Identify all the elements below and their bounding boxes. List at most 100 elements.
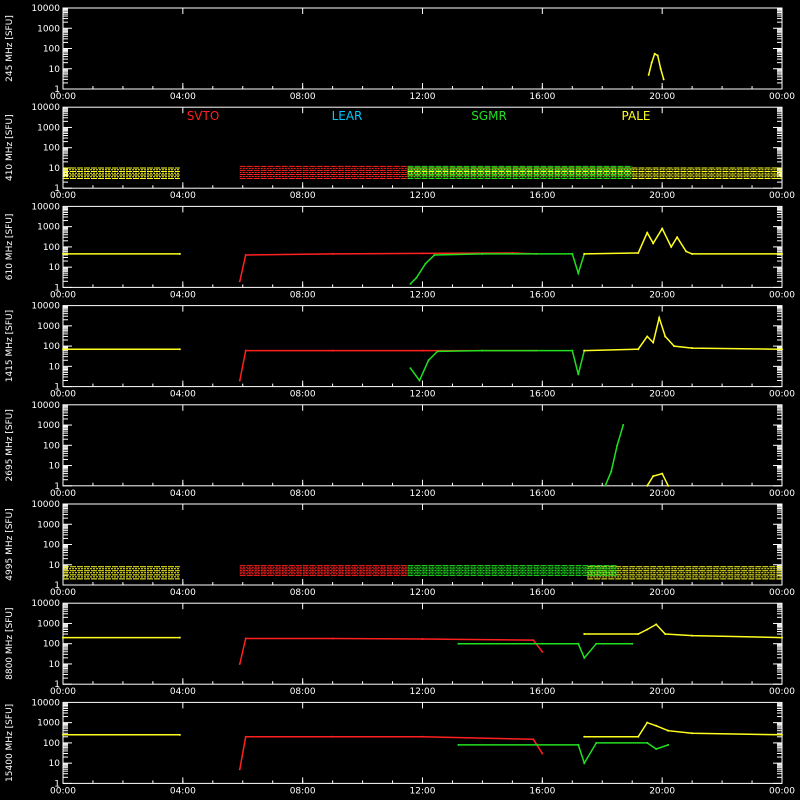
x-tick-label: 00:00: [50, 588, 76, 598]
y-tick-label: 1: [54, 85, 60, 95]
data-point-sgmr: [409, 282, 412, 285]
y-axis-label: 245 MHz [SFU]: [5, 15, 15, 82]
data-point-sgmr: [436, 350, 439, 353]
y-tick-label: 10000: [31, 302, 60, 312]
series-line-svto: [239, 252, 537, 282]
x-tick-label: 20:00: [649, 390, 675, 400]
data-point-pale: [583, 735, 586, 738]
panel-frame-1: [62, 106, 783, 189]
panel-frame-4: [62, 404, 783, 487]
y-tick-label: 1000: [37, 421, 60, 431]
data-point-sgmr: [583, 762, 586, 765]
data-point-sgmr: [646, 741, 649, 744]
data-point-pale: [685, 250, 688, 253]
series-line-svto: [239, 349, 537, 381]
data-point-sgmr: [424, 262, 427, 265]
x-tick-label: 16:00: [529, 191, 555, 201]
y-tick-label: 1000: [37, 520, 60, 530]
y-tick-label: 1000: [37, 123, 60, 133]
data-point-pale: [652, 475, 655, 478]
legend-sgmr: SGMR: [471, 109, 507, 123]
y-tick-label: 10: [49, 561, 61, 571]
data-point-sgmr: [577, 642, 580, 645]
x-tick-label: 12:00: [410, 588, 436, 598]
x-tick-label: 00:00: [769, 489, 795, 499]
y-tick-label: 100: [43, 640, 60, 650]
x-tick-label: 00:00: [769, 687, 795, 697]
data-point-svto: [331, 349, 334, 352]
x-tick-label: 20:00: [649, 290, 675, 300]
series-line-sgmr: [409, 349, 586, 382]
data-point-pale: [656, 54, 659, 57]
legend-pale: PALE: [622, 109, 651, 123]
data-point-svto: [244, 735, 247, 738]
data-point-svto: [244, 349, 247, 352]
data-point-pale: [653, 52, 656, 55]
x-tick-label: 00:00: [50, 290, 76, 300]
data-point-pale: [646, 628, 649, 631]
y-tick-label: 1: [54, 581, 60, 591]
data-point-svto: [238, 768, 241, 771]
y-tick-label: 10: [49, 759, 61, 769]
data-point-pale: [637, 251, 640, 254]
data-point-sgmr: [571, 349, 574, 352]
data-point-pale: [661, 227, 664, 230]
data-point-pale: [655, 623, 658, 626]
data-point-pale: [178, 636, 181, 639]
data-point-pale: [178, 252, 181, 255]
series-line-sgmr: [458, 642, 633, 660]
data-point-svto: [421, 349, 424, 352]
y-tick-label: 1000: [37, 719, 60, 729]
series-line-pale: [646, 472, 669, 487]
x-tick-label: 12:00: [410, 191, 436, 201]
x-tick-label: 08:00: [290, 489, 316, 499]
data-point-pale: [637, 633, 640, 636]
x-tick-label: 00:00: [769, 92, 795, 102]
data-point-svto: [541, 752, 544, 755]
x-tick-label: 08:00: [290, 687, 316, 697]
series-line-pale: [584, 623, 783, 639]
data-point-pale: [646, 721, 649, 724]
data-point-pale: [667, 729, 670, 732]
y-tick-label: 10: [49, 65, 61, 75]
data-point-svto: [541, 650, 544, 653]
data-point-pale: [691, 347, 694, 350]
x-tick-label: 00:00: [769, 290, 795, 300]
y-tick-label: 1: [54, 383, 60, 393]
panel-frame-2: [62, 205, 783, 288]
x-tick-label: 16:00: [529, 489, 555, 499]
data-point-sgmr: [481, 252, 484, 255]
data-point-pale: [652, 341, 655, 344]
data-point-pale: [661, 472, 664, 475]
y-tick-label: 10000: [31, 103, 60, 113]
panel-frame-5: [62, 503, 783, 586]
x-tick-label: 16:00: [529, 588, 555, 598]
legend-lear: LEAR: [332, 109, 363, 123]
panel-frame-0: [62, 7, 783, 90]
data-point-sgmr: [631, 642, 634, 645]
y-axis-label: 15400 MHz [SFU]: [5, 704, 15, 782]
x-tick-label: 16:00: [529, 290, 555, 300]
data-point-pale: [637, 348, 640, 351]
data-point-pale: [646, 484, 649, 487]
data-point-sgmr: [457, 743, 460, 746]
x-tick-label: 04:00: [170, 191, 196, 201]
x-tick-label: 20:00: [649, 588, 675, 598]
data-point-pale: [178, 348, 181, 351]
data-point-pale: [637, 735, 640, 738]
data-point-svto: [238, 662, 241, 665]
data-point-sgmr: [418, 379, 421, 382]
x-tick-label: 16:00: [529, 786, 555, 796]
data-point-svto: [532, 639, 535, 642]
data-point-sgmr: [667, 743, 670, 746]
data-point-sgmr: [415, 276, 418, 279]
data-point-svto: [238, 280, 241, 283]
data-point-sgmr: [577, 272, 580, 275]
data-point-sgmr: [604, 484, 607, 487]
x-tick-label: 16:00: [529, 92, 555, 102]
x-tick-label: 00:00: [769, 786, 795, 796]
data-point-sgmr: [577, 373, 580, 376]
x-tick-label: 20:00: [649, 489, 675, 499]
series-line-pale: [647, 52, 665, 80]
data-point-pale: [673, 345, 676, 348]
